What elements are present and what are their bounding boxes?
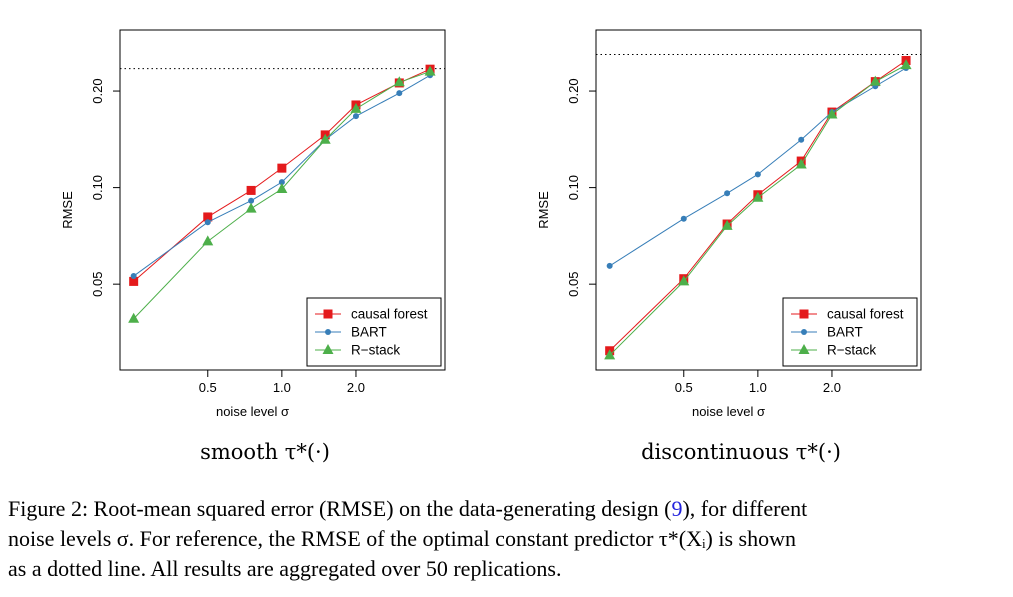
x-tick-label: 1.0 [749,380,767,395]
data-point [680,215,687,222]
legend-label: R−stack [351,343,400,358]
series-rstack [128,65,436,323]
data-point [276,183,288,194]
data-point [396,90,403,97]
caption-line-1: Figure 2: Root-mean squared error (RMSE)… [8,494,1003,524]
x-tick-label: 1.0 [273,380,291,395]
series-bart [606,64,910,269]
data-point [826,108,838,119]
caption-text-1b: ), for different [682,496,808,521]
data-point [203,212,213,222]
x-tick-label: 0.5 [199,380,217,395]
equation-ref-link[interactable]: 9 [671,496,683,521]
legend-label: BART [827,325,863,340]
x-tick-label: 2.0 [347,380,365,395]
data-point [724,190,731,197]
data-point [325,329,331,335]
data-point [130,273,137,280]
series-causal_forest [129,64,435,286]
data-point [350,102,362,113]
data-point [248,197,255,204]
plot-smooth: 0.5 1.0 2.0 0.05 0.10 0.20 noise level σ RMSE ca… [0,0,505,480]
data-point [900,59,912,70]
data-point [278,179,285,186]
data-point [606,262,613,269]
caption-text-1a: Figure 2: Root-mean squared error (RMSE)… [8,496,672,521]
y-axis-label: RMSE [536,191,551,229]
plot-discontinuous: 0.5 1.0 2.0 0.05 0.10 0.20 noise level σ RMSE ca… [476,0,981,480]
plot-frame [119,29,446,371]
data-point [424,65,436,76]
legend-item-causal_forest: causal forest [315,307,428,322]
data-point [323,309,333,319]
series-rstack [604,59,912,360]
legend-label: causal forest [351,307,428,322]
y-axis-label: RMSE [60,191,75,229]
data-point [128,312,140,323]
data-point [129,276,139,286]
data-point [795,158,807,169]
legend-item-causal_forest: causal forest [791,307,904,322]
chart-smooth: 0.5 1.0 2.0 0.05 0.10 0.20 noise level σ RMSE ca… [60,29,446,419]
figure-caption: Figure 2: Root-mean squared error (RMSE)… [8,494,1003,584]
y-tick-label: 0.10 [90,175,105,200]
y-tick-label: 0.05 [566,272,581,297]
data-point [678,275,690,286]
caption-line-3: as a dotted line. All results are aggreg… [8,556,562,581]
legend-label: BART [351,325,387,340]
caption-line-2: noise levels σ. For reference, the RMSE … [8,526,797,551]
data-point [801,329,807,335]
series-line [609,64,907,356]
series-line [133,68,431,282]
chart-discontinuous: 0.5 1.0 2.0 0.05 0.10 0.20 noise level σ RMSE ca… [536,29,922,419]
data-point [204,219,211,226]
data-point [202,235,214,246]
series-line [133,74,431,277]
data-point [869,75,881,86]
data-point [754,171,761,178]
legend: causal forest BART R−stack [782,297,918,367]
x-axis-label: noise level σ [216,404,289,419]
data-point [604,349,616,360]
legend-item-rstack: R−stack [315,343,400,358]
subtitle-discontinuous: discontinuous τ*(·) [641,440,841,464]
data-point [246,185,256,195]
data-point [245,202,257,213]
legend-label: causal forest [827,307,904,322]
data-point [352,113,359,120]
legend: causal forest BART R−stack [306,297,442,367]
series-line [133,71,431,320]
legend-item-bart: BART [791,325,863,340]
data-point [798,136,805,143]
data-point [721,219,733,230]
data-point [393,76,405,87]
data-point [277,163,287,173]
y-tick-label: 0.20 [566,78,581,103]
plot-frame [595,29,922,371]
data-point [798,344,810,354]
y-tick-label: 0.20 [90,78,105,103]
y-tick-label: 0.10 [566,175,581,200]
data-point [322,344,334,354]
x-tick-label: 0.5 [675,380,693,395]
series-line [609,67,907,267]
series-bart [130,72,434,280]
data-point [752,191,764,202]
subtitle-smooth: smooth τ*(·) [200,440,330,464]
data-point [799,309,809,319]
data-point [319,133,331,144]
legend-label: R−stack [827,343,876,358]
legend-item-bart: BART [315,325,387,340]
x-tick-label: 2.0 [823,380,841,395]
y-tick-label: 0.05 [90,272,105,297]
legend-item-rstack: R−stack [791,343,876,358]
x-axis-label: noise level σ [692,404,765,419]
